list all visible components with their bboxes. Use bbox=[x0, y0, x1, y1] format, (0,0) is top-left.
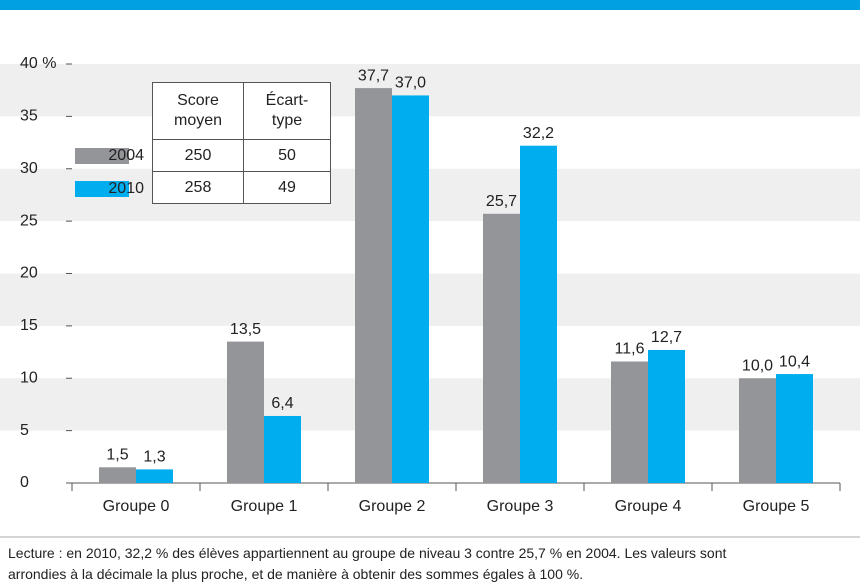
x-tick-label: Groupe 1 bbox=[231, 498, 298, 515]
y-tick-label: 25 bbox=[20, 212, 38, 229]
legend-label: 2010 bbox=[108, 180, 144, 197]
y-tick-label: 20 bbox=[20, 265, 38, 282]
table-header: Score moyen Écart-type bbox=[152, 82, 331, 140]
bar bbox=[264, 415, 301, 483]
x-tick-label: Groupe 5 bbox=[743, 498, 810, 515]
table-row: 250 50 bbox=[152, 139, 331, 172]
x-tick-label: Groupe 0 bbox=[103, 498, 170, 515]
grid-band bbox=[0, 168, 860, 222]
bar bbox=[355, 88, 392, 483]
bar bbox=[611, 361, 648, 483]
value-label: 10,4 bbox=[779, 353, 810, 370]
value-label: 1,3 bbox=[143, 449, 165, 466]
bar bbox=[648, 349, 685, 483]
y-tick-label: 15 bbox=[20, 317, 38, 334]
value-label: 6,4 bbox=[271, 395, 293, 412]
value-label: 12,7 bbox=[651, 329, 682, 346]
value-label: 25,7 bbox=[486, 193, 517, 210]
grid-band bbox=[0, 64, 860, 117]
value-label: 37,0 bbox=[395, 75, 426, 92]
legend-label: 2004 bbox=[108, 147, 144, 164]
bar bbox=[227, 341, 264, 483]
y-tick-label: 5 bbox=[20, 422, 29, 439]
bar bbox=[99, 467, 136, 483]
table-row: 258 49 bbox=[152, 171, 331, 204]
bar bbox=[136, 469, 173, 483]
x-tick-label: Groupe 4 bbox=[615, 498, 682, 515]
y-tick-label: 35 bbox=[20, 108, 38, 125]
legend-swatch bbox=[75, 148, 129, 164]
table-cell: 50 bbox=[243, 139, 331, 172]
footnote: Lecture : en 2010, 32,2 % des élèves app… bbox=[8, 545, 727, 561]
bar bbox=[520, 145, 557, 483]
grid bbox=[0, 64, 860, 431]
y-tick-label: 0 bbox=[20, 474, 29, 491]
value-label: 37,7 bbox=[358, 67, 389, 84]
y-tick-label: 40 % bbox=[20, 55, 56, 72]
bar bbox=[776, 374, 813, 483]
bar bbox=[739, 378, 776, 483]
table-cell: 250 bbox=[152, 139, 244, 172]
value-label: 13,5 bbox=[230, 321, 261, 338]
column-header: Score moyen bbox=[152, 82, 244, 140]
column-header: Écart-type bbox=[243, 82, 331, 140]
value-label: 10,0 bbox=[742, 357, 773, 374]
grid-band bbox=[0, 378, 860, 431]
footnote: arrondies à la décimale la plus proche, … bbox=[8, 566, 584, 582]
legend-table: Score moyen Écart-type 250 50 258 49 bbox=[152, 82, 331, 204]
x-tick-label: Groupe 2 bbox=[359, 498, 426, 515]
x-tick-label: Groupe 3 bbox=[487, 498, 554, 515]
grid-band bbox=[0, 273, 860, 326]
value-label: 11,6 bbox=[615, 341, 645, 358]
table-cell: 49 bbox=[243, 171, 331, 204]
value-label: 32,2 bbox=[523, 125, 554, 142]
legend-swatch bbox=[75, 181, 129, 197]
table-cell: 258 bbox=[152, 171, 244, 204]
y-tick-label: 30 bbox=[20, 160, 38, 177]
bar bbox=[392, 95, 429, 484]
value-label: 1,5 bbox=[106, 447, 128, 464]
y-tick-label: 10 bbox=[20, 369, 38, 386]
bar bbox=[483, 213, 520, 484]
top-bar bbox=[0, 0, 860, 10]
